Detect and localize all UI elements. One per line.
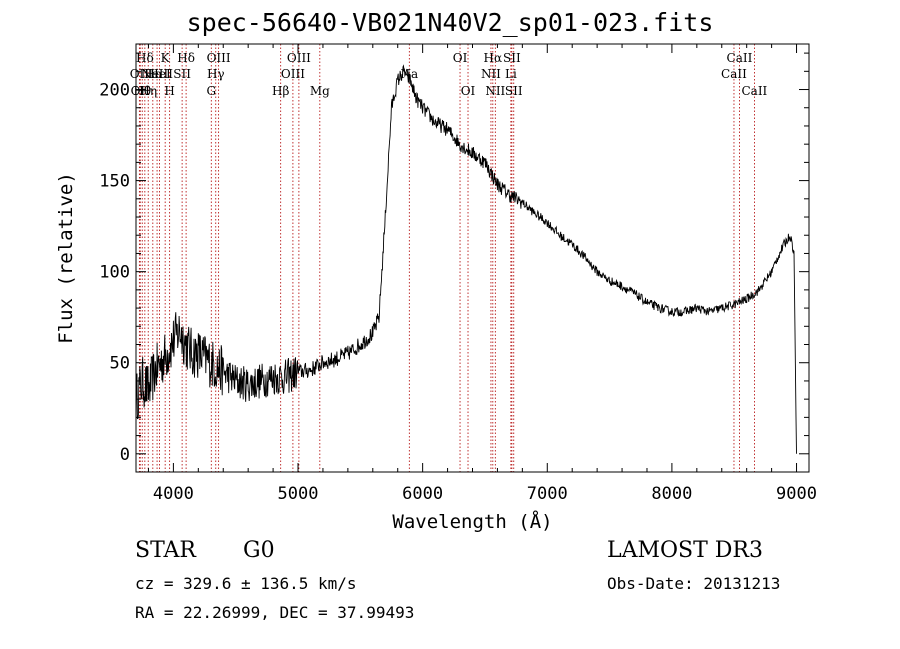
spectral-line-label: NII: [485, 84, 505, 98]
y-tick-label: 50: [110, 354, 130, 374]
spectral-line-labels-layer: OIIOIIHθHδHηHεNeIIIHeIKHSIIHδGHγOIIIHβOI…: [130, 51, 768, 98]
spectral-line-label: OI: [461, 84, 476, 98]
spectral-line-label: Hθ: [133, 84, 151, 98]
spectral-line-label: Hβ: [272, 84, 289, 98]
spectral-line-label: K: [161, 51, 171, 65]
y-tick-label: 150: [99, 172, 130, 192]
spectral-line-label: Hγ: [207, 67, 225, 81]
object-subclass: G0: [243, 538, 275, 563]
x-tick-label: 9000: [776, 484, 817, 504]
redshift-cz: cz = 329.6 ± 136.5 km/s: [135, 574, 357, 593]
y-tick-label: 200: [99, 81, 130, 101]
spectral-line-label: SII: [173, 67, 191, 81]
obs-date: Obs-Date: 20131213: [607, 574, 781, 593]
spectral-line-label: OIII: [281, 67, 305, 81]
spectral-line-label: OI: [453, 51, 468, 65]
spectral-line-label: Li: [505, 67, 517, 81]
spectral-line-label: NeIII: [141, 67, 173, 81]
x-tick-label: 4000: [153, 484, 194, 504]
x-tick-label: 6000: [402, 484, 443, 504]
spectral-line-label: HeI: [148, 67, 171, 81]
spectral-line-label: Hα: [484, 51, 503, 65]
spectral-line-label: OII: [131, 84, 151, 98]
spectral-line-label: SII: [505, 84, 523, 98]
y-axis-label: Flux (relative): [55, 172, 77, 344]
spectral-line-label: Hε: [144, 67, 161, 81]
chart-title: spec-56640-VB021N40V2_sp01-023.fits: [186, 8, 714, 37]
survey-name: LAMOST DR3: [607, 538, 763, 563]
spectral-line-label: CaII: [721, 67, 747, 81]
spectral-line-label: OIII: [287, 51, 311, 65]
spectral-line-label: CaII: [741, 84, 767, 98]
spectral-line-label: G: [206, 84, 216, 98]
x-tick-label: 5000: [278, 484, 319, 504]
spectral-line-label: Hδ: [177, 51, 195, 65]
y-tick-label: 100: [99, 263, 130, 283]
spectral-line-label: OII: [130, 67, 150, 81]
spectral-line-label: NII: [481, 67, 501, 81]
spectral-line-label: H: [164, 84, 174, 98]
x-tick-label: 8000: [651, 484, 692, 504]
spectral-line-label: Mg: [310, 84, 330, 98]
x-axis-label: Wavelength (Å): [392, 510, 552, 533]
spectral-line-label: OIII: [207, 51, 231, 65]
spectral-lines-layer: [138, 44, 755, 472]
spectral-line-label: Hδ: [136, 51, 154, 65]
coordinates: RA = 22.26999, DEC = 37.99493: [135, 603, 415, 622]
ticks-layer: 4000 5000 6000 7000 8000 9000 0 50 100 150 200: [99, 44, 817, 504]
y-tick-label: 0: [120, 445, 130, 465]
flux-series-line: [135, 64, 797, 454]
spectral-line-label: CaII: [727, 51, 753, 65]
object-class: STAR: [135, 538, 196, 563]
series-layer: [135, 64, 797, 454]
spectral-line-label: Hη: [139, 84, 157, 98]
plot-frame: [135, 43, 810, 473]
x-tick-label: 7000: [527, 484, 568, 504]
spectral-line-label: SII: [503, 51, 521, 65]
